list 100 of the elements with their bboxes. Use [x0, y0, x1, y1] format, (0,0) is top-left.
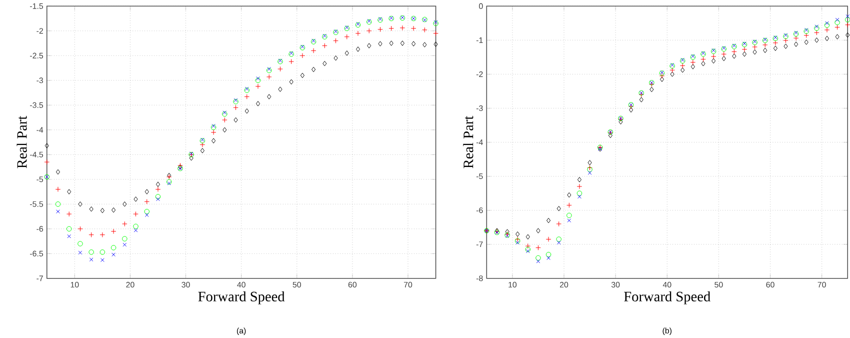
- point: [78, 250, 82, 254]
- point: [78, 201, 82, 207]
- point: [546, 236, 552, 242]
- point: [112, 207, 116, 213]
- point: [144, 212, 149, 217]
- point: [722, 56, 726, 61]
- point: [516, 240, 520, 244]
- point: [56, 169, 60, 174]
- point: [639, 96, 644, 102]
- point: [112, 252, 116, 256]
- point: [588, 160, 592, 166]
- point: [566, 212, 572, 218]
- point: [122, 221, 128, 226]
- point: [55, 186, 61, 192]
- point: [814, 30, 820, 36]
- point: [133, 211, 138, 216]
- point: [100, 258, 104, 262]
- point: [134, 228, 138, 232]
- point: [133, 224, 138, 229]
- point: [66, 226, 72, 232]
- point: [55, 201, 61, 207]
- point: [144, 208, 150, 214]
- point: [834, 24, 840, 30]
- point: [546, 218, 551, 223]
- point: [546, 256, 550, 260]
- point: [88, 232, 94, 238]
- point: [256, 100, 260, 106]
- y-axis-title: Real Part: [16, 116, 27, 168]
- point: [834, 20, 840, 25]
- point: [670, 71, 674, 77]
- point: [156, 182, 160, 187]
- point: [712, 58, 716, 64]
- x-axis-title: Forward Speed: [198, 291, 285, 304]
- point: [200, 148, 204, 154]
- point: [212, 138, 216, 144]
- point: [422, 42, 427, 48]
- point: [210, 130, 216, 135]
- point: [804, 32, 809, 38]
- point: [824, 36, 830, 41]
- point: [794, 41, 798, 47]
- point: [804, 39, 808, 45]
- point: [566, 202, 572, 208]
- point: [367, 42, 372, 48]
- point: [835, 18, 840, 22]
- point: [155, 194, 161, 200]
- point: [233, 98, 238, 104]
- point: [67, 188, 72, 194]
- point: [701, 60, 706, 66]
- point: [400, 25, 406, 30]
- point: [516, 231, 520, 237]
- point: [412, 40, 416, 46]
- point: [288, 58, 294, 64]
- point: [389, 40, 394, 46]
- point: [505, 228, 510, 234]
- point: [144, 198, 150, 204]
- point: [266, 74, 272, 80]
- point: [526, 234, 530, 240]
- point: [846, 14, 850, 18]
- point: [233, 104, 238, 110]
- point: [66, 211, 72, 216]
- point: [355, 30, 361, 36]
- point: [835, 34, 840, 40]
- point: [772, 40, 778, 46]
- x-axis-title: Forward Speed: [624, 291, 710, 304]
- point: [344, 34, 350, 40]
- point: [44, 142, 49, 148]
- point: [334, 55, 338, 61]
- point: [88, 249, 94, 255]
- point: [846, 32, 850, 38]
- point: [289, 79, 294, 84]
- point: [536, 255, 541, 260]
- point: [222, 117, 228, 122]
- point: [814, 37, 819, 43]
- point: [752, 49, 757, 55]
- point: [732, 53, 736, 59]
- point: [222, 127, 227, 132]
- point: [278, 66, 283, 72]
- point: [576, 190, 582, 196]
- point: [156, 197, 160, 201]
- point: [244, 108, 249, 114]
- point: [100, 232, 106, 238]
- point: [122, 201, 127, 207]
- point: [100, 249, 106, 255]
- point: [378, 40, 382, 46]
- point: [310, 48, 316, 54]
- y-axis-title: Real Part: [463, 116, 474, 168]
- point: [200, 142, 206, 148]
- point: [525, 243, 531, 248]
- point: [44, 159, 50, 164]
- point: [773, 46, 778, 51]
- point: [322, 42, 328, 48]
- point: [556, 206, 561, 212]
- point: [56, 209, 60, 214]
- point: [234, 117, 238, 122]
- point: [134, 196, 138, 202]
- point: [783, 38, 788, 43]
- point: [100, 208, 104, 214]
- point: [333, 38, 338, 44]
- point: [526, 249, 530, 253]
- point: [300, 72, 304, 78]
